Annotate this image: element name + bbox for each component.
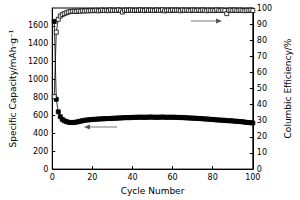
svg-text:600: 600 (33, 111, 48, 120)
svg-text:20: 20 (257, 132, 267, 141)
svg-text:0: 0 (43, 165, 48, 174)
svg-text:400: 400 (33, 129, 48, 138)
svg-text:70: 70 (257, 52, 267, 61)
svg-text:1200: 1200 (28, 57, 48, 66)
svg-text:Columbic Efficiency/%: Columbic Efficiency/% (283, 38, 293, 138)
svg-text:90: 90 (257, 20, 267, 29)
svg-text:1400: 1400 (28, 39, 48, 48)
svg-text:0: 0 (50, 173, 55, 182)
svg-text:Specific Capacity/mAh·g⁻¹: Specific Capacity/mAh·g⁻¹ (8, 29, 18, 147)
svg-text:20: 20 (87, 173, 97, 182)
svg-text:60: 60 (168, 173, 178, 182)
svg-text:40: 40 (257, 100, 267, 109)
svg-text:1600: 1600 (28, 21, 48, 30)
svg-text:80: 80 (257, 36, 267, 45)
svg-text:800: 800 (33, 93, 48, 102)
svg-text:100: 100 (257, 4, 272, 13)
svg-text:100: 100 (245, 173, 260, 182)
svg-text:10: 10 (257, 148, 267, 157)
svg-text:60: 60 (257, 68, 267, 77)
svg-text:200: 200 (33, 147, 48, 156)
svg-text:80: 80 (208, 173, 218, 182)
svg-text:50: 50 (257, 84, 267, 93)
svg-text:40: 40 (127, 173, 137, 182)
svg-text:0: 0 (256, 164, 262, 174)
svg-text:30: 30 (257, 116, 267, 125)
svg-text:Cycle Number: Cycle Number (121, 186, 185, 196)
svg-text:1000: 1000 (28, 75, 48, 84)
